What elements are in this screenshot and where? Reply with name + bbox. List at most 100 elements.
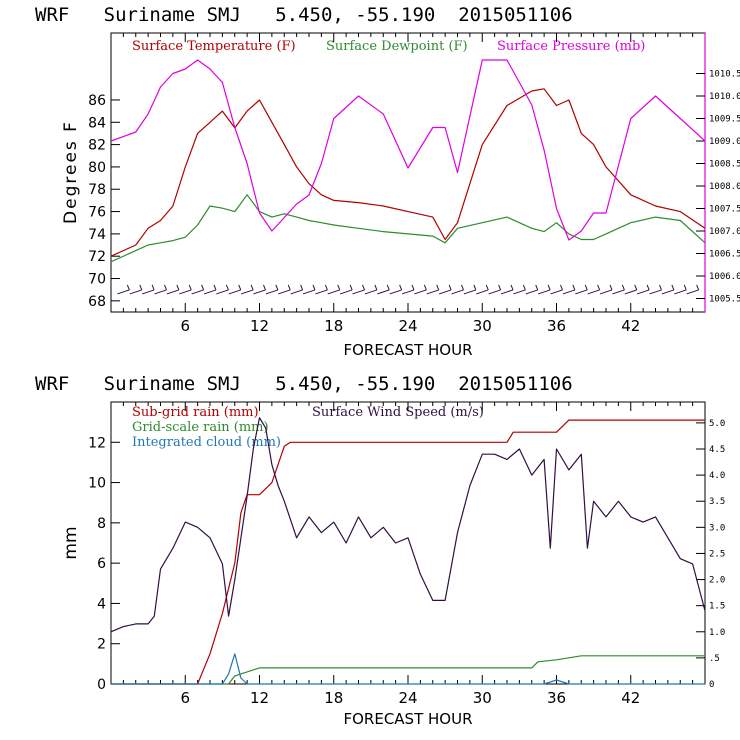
y-tick-label: 84: [88, 115, 106, 131]
wind-barb-feather: [423, 284, 427, 291]
panel-2-y-axis-label: mm: [61, 526, 81, 559]
wind-barb: [414, 289, 427, 295]
x-tick-label: 30: [473, 689, 492, 707]
wind-barb: [141, 289, 155, 295]
y2-tick-label: 1010.0: [709, 92, 740, 102]
x-tick-label: 42: [621, 317, 640, 335]
panel-1-title: WRF Suriname SMJ 5.450, -55.190 20150511…: [35, 4, 573, 26]
y2-tick-label: 1005.5: [709, 295, 740, 305]
y-tick-label: 76: [88, 205, 106, 221]
y-tick-label: 10: [88, 476, 106, 492]
wind-barb: [649, 289, 662, 295]
wind-barb-feather: [634, 284, 638, 291]
wind-barb-feather: [374, 284, 378, 291]
series-sub-grid-rain-mm: [111, 419, 705, 685]
y-tick-label: 72: [88, 249, 106, 265]
y-tick-label: 70: [88, 272, 106, 288]
wind-barb: [476, 289, 489, 295]
series-surface-dewpoint-f: [110, 194, 706, 263]
wind-barb: [661, 289, 675, 295]
y-tick-label: 80: [88, 160, 106, 176]
y-tick-label: 2: [97, 637, 106, 653]
x-tick-label: 18: [324, 317, 343, 335]
wind-barb: [216, 289, 229, 295]
x-tick-label: 6: [180, 689, 190, 707]
wind-barb-feather: [312, 284, 316, 291]
wind-barb: [327, 289, 340, 295]
wind-barb: [562, 289, 576, 295]
wind-barb-feather: [683, 284, 687, 291]
wind-barb-feather: [126, 284, 130, 291]
wind-barb-feather: [225, 284, 229, 291]
panel-1-plot-frame: [110, 32, 706, 313]
legend-integrated-cloud: Integrated cloud (mm): [132, 435, 281, 450]
wind-barb: [191, 289, 204, 295]
panel-1-ticks: 6 12 18 24 30 36 42 68 70 72 74 76 78 80 82 84 86 1005.5 1…: [88, 33, 740, 335]
y-tick-label: 74: [88, 227, 106, 243]
wind-barb-feather: [287, 284, 291, 291]
panel-2-x-axis-label: FORECAST HOUR: [343, 710, 472, 728]
y2-tick-label: 5.0: [709, 419, 725, 429]
y-tick-label: 86: [88, 93, 106, 109]
wind-barb-feather: [621, 284, 625, 291]
series-integrated-cloud-mm: [111, 653, 705, 685]
wind-barb: [290, 289, 303, 295]
wind-barb: [488, 289, 501, 295]
y-tick-label: 78: [88, 182, 106, 198]
wind-barb-feather: [386, 284, 390, 291]
wind-barb-feather: [411, 284, 415, 291]
wind-barb: [587, 289, 600, 295]
wind-barb: [599, 289, 613, 295]
wind-barb-feather: [671, 284, 675, 291]
wind-barb-feather: [238, 284, 242, 291]
y-tick-label: 8: [97, 516, 106, 532]
y2-tick-label: .5: [709, 654, 720, 664]
wind-barb-feather: [646, 284, 650, 291]
legend-pressure: Surface Pressure (mb): [497, 39, 645, 54]
wind-barb-feather: [176, 284, 180, 291]
y2-tick-label: 1007.5: [709, 205, 740, 215]
y2-tick-label: 1009.5: [709, 115, 740, 125]
wind-barb-feather: [448, 284, 452, 291]
wind-barb-feather: [324, 284, 328, 291]
y2-tick-label: 1010.5: [709, 70, 740, 80]
wind-barb: [438, 289, 452, 295]
wind-barb: [451, 289, 464, 295]
wind-barb: [612, 289, 625, 295]
legend-subgrid-rain: Sub-grid rain (mm): [132, 405, 259, 420]
wind-barb: [525, 289, 538, 295]
series-surface-wind-speed-m-s: [110, 417, 706, 633]
y2-tick-label: 1.5: [709, 602, 725, 612]
x-tick-label: 36: [547, 317, 566, 335]
x-tick-label: 6: [180, 317, 190, 335]
wind-barb: [352, 289, 365, 295]
wind-barb: [389, 289, 402, 295]
y-tick-label: 6: [97, 556, 106, 572]
y-tick-label: 82: [88, 138, 106, 154]
wind-barb: [364, 289, 378, 295]
legend-temperature: Surface Temperature (F): [132, 39, 296, 54]
wind-barb-feather: [473, 284, 477, 291]
wind-barb-feather: [337, 284, 341, 291]
wind-barb: [377, 289, 390, 295]
x-tick-label: 36: [547, 689, 566, 707]
wind-barb: [500, 289, 514, 295]
wind-barb: [278, 289, 291, 295]
wind-barb-feather: [188, 284, 192, 291]
x-tick-label: 24: [398, 317, 417, 335]
panel-2-series: [110, 417, 706, 685]
wind-barb: [636, 289, 650, 295]
x-tick-label: 42: [621, 689, 640, 707]
wind-barb: [575, 289, 588, 295]
y2-tick-label: 1008.0: [709, 182, 740, 192]
wind-barb-feather: [275, 284, 279, 291]
wind-barb: [401, 289, 415, 295]
x-tick-label: 12: [250, 689, 269, 707]
wind-barb: [154, 289, 167, 295]
wind-barb: [203, 289, 217, 295]
wind-barb: [550, 289, 563, 295]
y-tick-label: 4: [97, 596, 106, 612]
x-tick-label: 18: [324, 689, 343, 707]
wind-barb-feather: [584, 284, 588, 291]
wind-barb-feather: [597, 284, 601, 291]
